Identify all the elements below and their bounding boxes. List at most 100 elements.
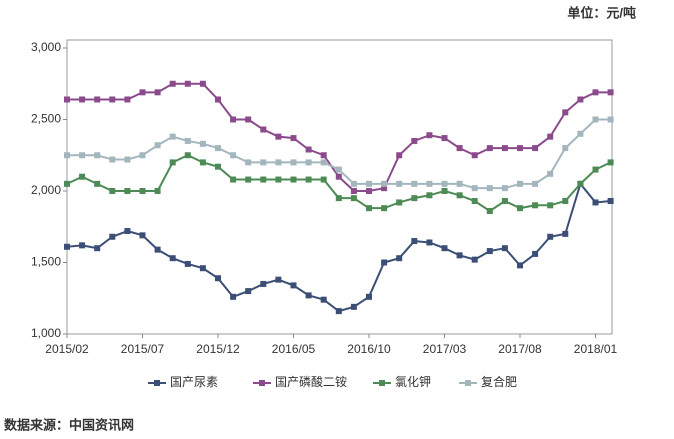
x-tick-label: 2017/08 [498,342,542,356]
point-marker [230,116,237,123]
point-marker [305,292,312,299]
point-marker [109,233,116,240]
point-marker [335,308,342,315]
point-marker [154,246,161,253]
point-marker [396,152,403,159]
point-marker [532,202,539,209]
point-marker [199,159,206,166]
point-marker [471,256,478,263]
point-marker [547,170,554,177]
point-marker [517,205,523,212]
point-marker [139,188,146,194]
point-marker [139,232,146,239]
point-marker [230,176,237,183]
series-line [66,181,611,313]
point-marker [275,133,282,140]
point-marker [396,180,403,187]
point-marker [441,180,448,187]
point-marker [305,159,312,166]
point-marker [501,145,508,152]
point-marker [169,80,176,87]
point-marker [532,250,539,257]
point-marker [290,135,297,142]
point-marker [260,126,267,133]
point-marker [154,188,161,194]
point-marker [154,89,161,96]
point-marker [501,185,508,192]
point-marker [320,296,327,303]
point-marker [547,233,554,240]
y-tick-label: 2,500 [31,112,61,126]
point-marker [94,245,101,252]
x-tick-label: 2018/01 [574,342,618,356]
point-marker [245,159,252,166]
point-marker [245,288,252,295]
legend-label: 复合肥 [481,374,517,389]
point-marker [154,142,161,149]
point-marker [64,180,70,187]
point-marker [456,192,463,199]
point-marker [396,255,403,262]
point-marker [441,188,448,194]
point-marker [275,176,282,183]
point-marker [94,152,101,159]
point-marker [109,96,116,103]
point-marker [486,208,493,215]
point-marker [260,159,267,166]
point-marker [350,180,357,187]
point-marker [366,180,372,187]
point-marker [109,156,116,163]
x-tick-label: 2015/07 [121,342,165,356]
point-marker [592,116,599,123]
point-marker [94,180,101,187]
point-marker [517,145,523,152]
point-marker [64,243,70,250]
point-marker [335,195,342,202]
point-marker [532,180,539,187]
y-tick-label: 1,000 [31,326,61,340]
point-marker [230,293,237,300]
point-marker [139,152,146,159]
point-marker [562,198,569,205]
point-marker [335,173,342,180]
point-marker [230,152,237,159]
point-marker [426,180,433,187]
point-marker [607,198,614,205]
point-marker [562,145,569,152]
point-marker [305,176,312,183]
legend-label: 国产尿素 [170,375,218,389]
point-marker [501,245,508,252]
point-marker [64,96,70,103]
x-tick-label: 2017/03 [423,342,467,356]
point-marker [592,166,599,173]
point-marker [366,293,372,300]
point-marker [124,228,131,235]
point-marker [547,133,554,140]
point-marker [79,152,86,159]
point-marker [441,135,448,142]
legend-marker [379,380,385,386]
point-marker [215,145,221,152]
point-marker [426,192,433,199]
point-marker [456,145,463,152]
point-marker [501,198,508,205]
point-marker [290,282,297,289]
point-marker [94,96,101,103]
point-marker [486,248,493,255]
point-marker [215,275,221,282]
point-marker [426,132,433,139]
point-marker [517,180,523,187]
point-marker [124,96,131,103]
point-marker [169,133,176,140]
point-marker [305,146,312,153]
point-marker [456,252,463,259]
point-marker [350,195,357,202]
point-marker [169,255,176,262]
point-marker [335,166,342,173]
point-marker [592,89,599,96]
point-marker [245,116,252,123]
legend-label: 氯化钾 [395,375,431,389]
y-tick-label: 1,500 [31,255,61,269]
point-marker [260,176,267,183]
